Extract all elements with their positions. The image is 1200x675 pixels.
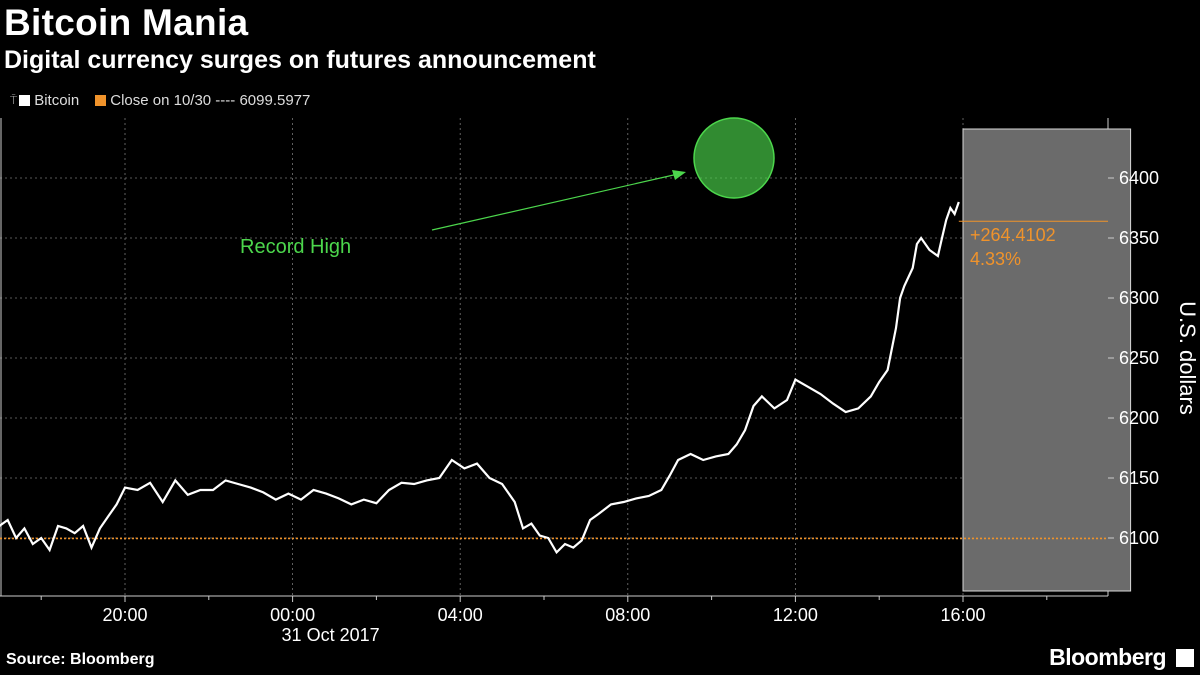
chart-title: Bitcoin Mania bbox=[4, 2, 249, 43]
y-tick-label: 6400 bbox=[1119, 168, 1159, 188]
legend-item-bitcoin[interactable]: ⍑ Bitcoin bbox=[10, 92, 79, 109]
x-axis-label: 31 Oct 2017 bbox=[282, 625, 380, 645]
change-pct-label: 4.33% bbox=[970, 249, 1021, 269]
x-tick-label: 20:00 bbox=[102, 605, 147, 625]
legend-label-close: Close on 10/30 ---- 6099.5977 bbox=[110, 92, 311, 109]
bloomberg-logo: Bloomberg bbox=[1049, 644, 1166, 670]
y-axis-label: U.S. dollars bbox=[1175, 301, 1200, 415]
source-note: Source: Bloomberg bbox=[6, 651, 155, 668]
arrow-head bbox=[672, 170, 686, 180]
x-tick-label: 00:00 bbox=[270, 605, 315, 625]
chart-subtitle: Digital currency surges on futures annou… bbox=[4, 46, 596, 74]
x-axis-ticks: 20:00 00:00 04:00 08:00 12:00 16:00 bbox=[40, 596, 1048, 625]
y-axis-ticks: 6100 6150 6200 6250 6300 6350 6400 bbox=[1108, 168, 1159, 548]
pin-icon: ⍑ bbox=[10, 93, 18, 107]
y-tick-label: 6100 bbox=[1119, 528, 1159, 548]
y-tick-label: 6300 bbox=[1119, 288, 1159, 308]
record-high-arrow bbox=[431, 173, 679, 231]
y-tick-label: 6200 bbox=[1119, 408, 1159, 428]
change-label: +264.4102 bbox=[970, 225, 1056, 245]
record-high-label: Record High bbox=[240, 236, 351, 258]
legend-swatch-bitcoin bbox=[19, 95, 31, 106]
x-tick-label: 08:00 bbox=[605, 605, 650, 625]
record-high-marker bbox=[693, 117, 775, 199]
legend: ⍑ Bitcoin Close on 10/30 ---- 6099.5977 bbox=[10, 92, 326, 109]
chart-grid bbox=[0, 118, 1109, 597]
bitcoin-series-line bbox=[0, 201, 960, 555]
y-tick-label: 6250 bbox=[1119, 348, 1159, 368]
x-tick-label: 04:00 bbox=[438, 605, 483, 625]
y-tick-label: 6150 bbox=[1119, 468, 1159, 488]
legend-label-bitcoin: Bitcoin bbox=[34, 92, 80, 109]
logo-mark-icon bbox=[1176, 649, 1194, 667]
legend-swatch-close bbox=[95, 95, 107, 106]
legend-item-close[interactable]: Close on 10/30 ---- 6099.5977 bbox=[95, 92, 310, 109]
x-tick-label: 16:00 bbox=[940, 605, 985, 625]
highlight-region bbox=[962, 128, 1132, 592]
y-tick-label: 6350 bbox=[1119, 228, 1159, 248]
x-tick-label: 12:00 bbox=[773, 605, 818, 625]
